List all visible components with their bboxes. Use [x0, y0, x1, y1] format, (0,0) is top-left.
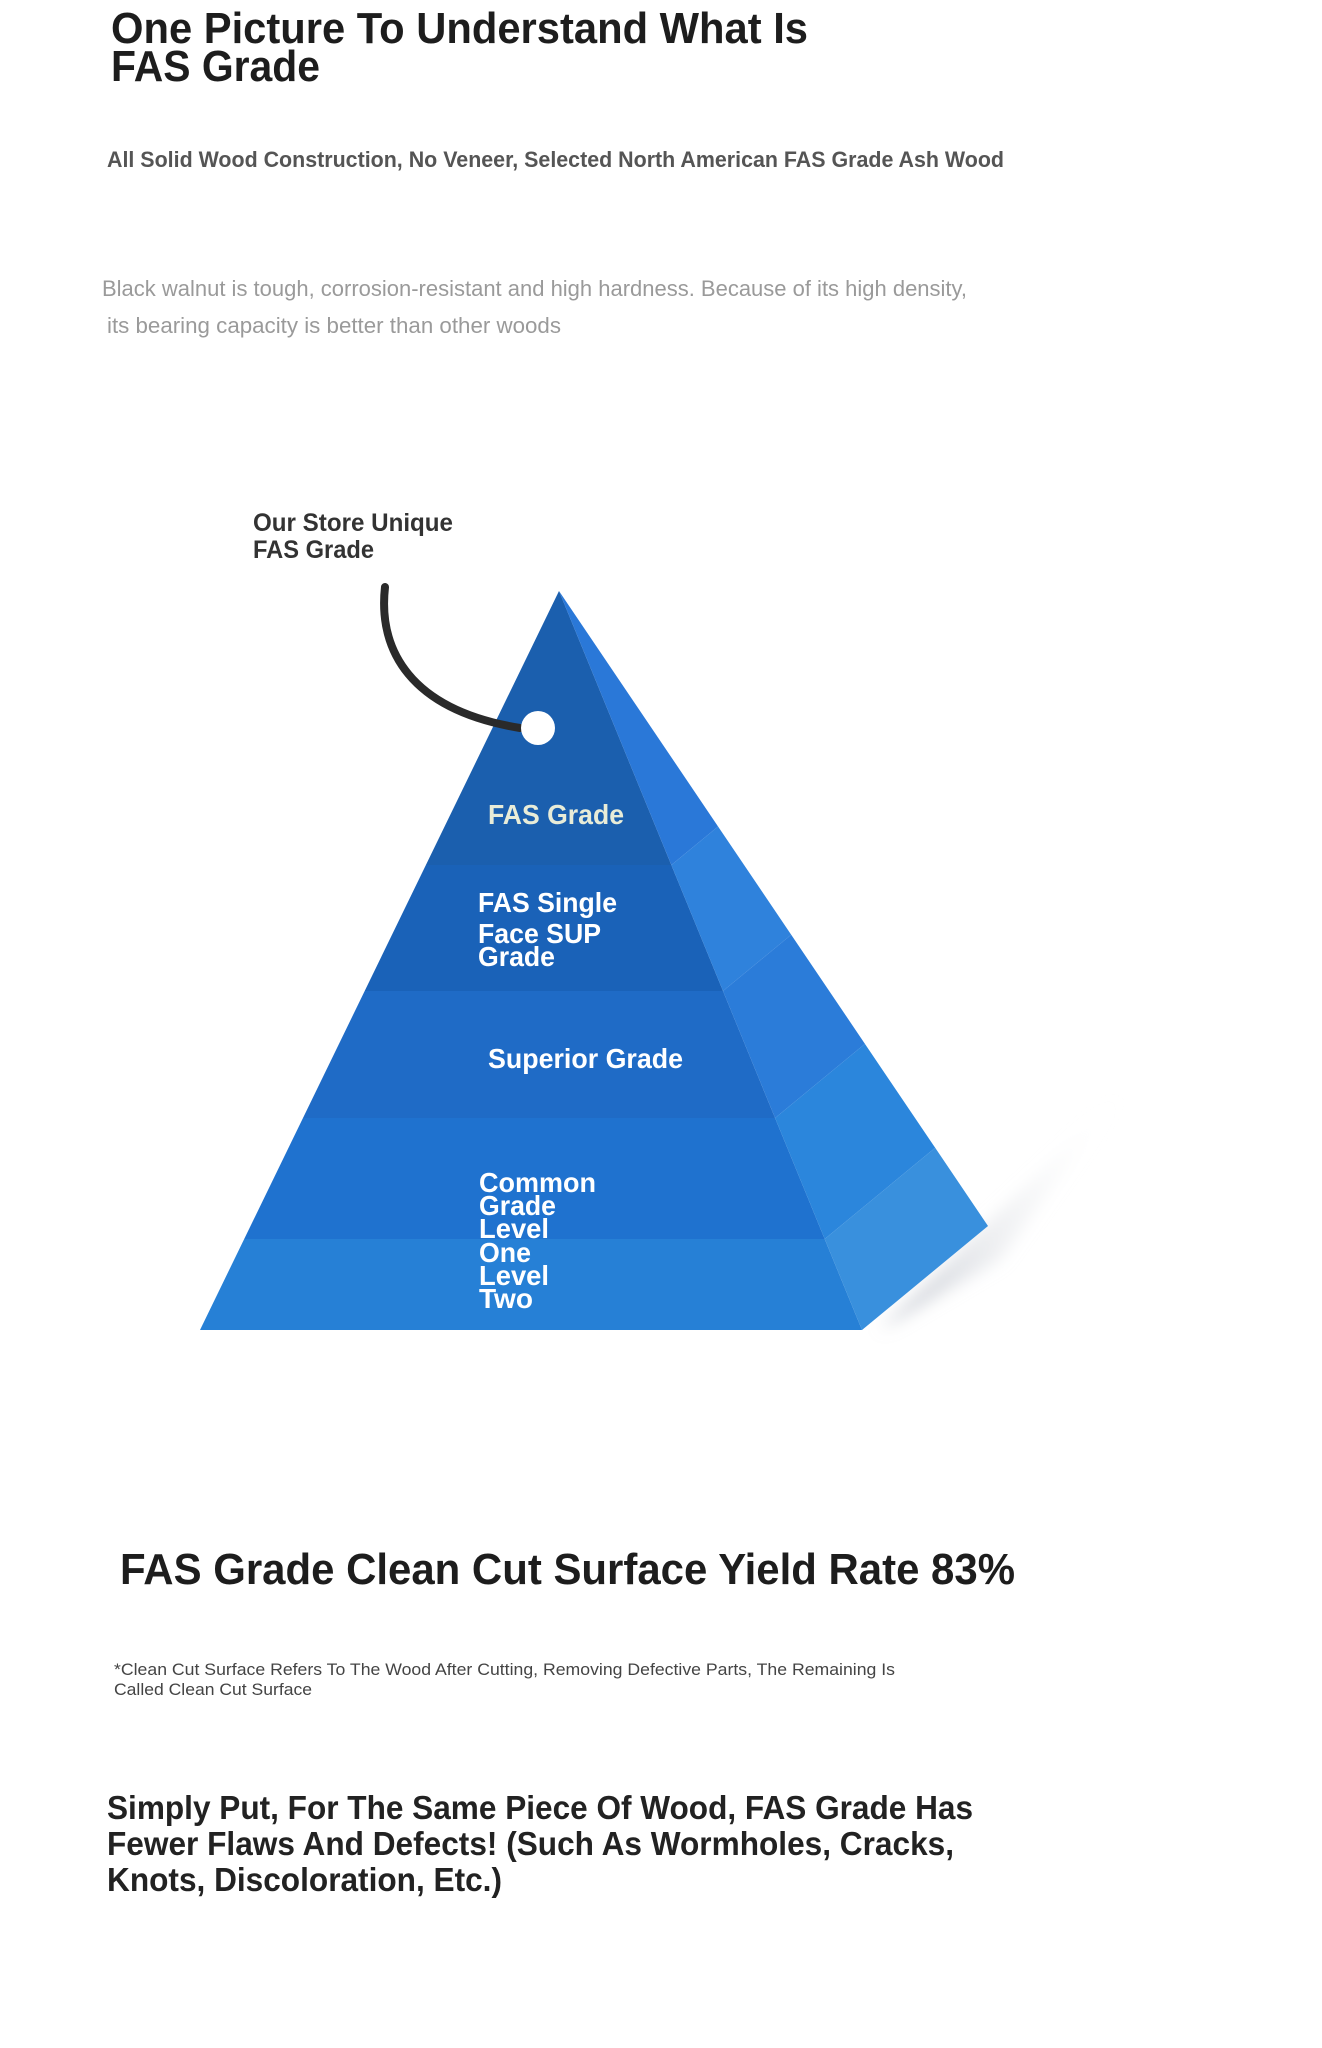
- pyramid-face: [302, 991, 776, 1118]
- pyramid-face: [244, 1118, 825, 1239]
- pyramid-face: [775, 1043, 936, 1239]
- level-label: One: [479, 1237, 531, 1268]
- footnote: *Clean Cut Surface Refers To The Wood Af…: [114, 1660, 895, 1679]
- pyramid-face: [559, 591, 719, 865]
- title: One Picture To Understand What Is: [111, 4, 808, 53]
- shadow: [880, 1090, 1125, 1330]
- hook: [380, 583, 524, 732]
- level-label: Face SUP: [478, 918, 601, 949]
- summary: Fewer Flaws And Defects! (Such As Wormho…: [107, 1825, 954, 1862]
- callout: FAS Grade: [253, 536, 374, 564]
- description: its bearing capacity is better than othe…: [107, 313, 561, 338]
- yield-heading: FAS Grade Clean Cut Surface Yield Rate 8…: [120, 1545, 1015, 1594]
- pyramid-face: [671, 826, 792, 991]
- level-label: Superior Grade: [488, 1043, 683, 1074]
- level-label: Grade: [478, 941, 555, 972]
- level-label: FAS Grade: [488, 799, 624, 830]
- pyramid-face: [200, 1239, 862, 1330]
- pyramid-face: [723, 934, 865, 1118]
- pyramid-face: [824, 1147, 988, 1330]
- callout: Our Store Unique: [253, 509, 453, 537]
- level-label: Level: [479, 1260, 549, 1291]
- level-label: Grade: [479, 1190, 556, 1221]
- summary: Simply Put, For The Same Piece Of Wood, …: [107, 1789, 973, 1826]
- level-label: Common: [479, 1167, 596, 1198]
- summary: Knots, Discoloration, Etc.): [107, 1861, 502, 1898]
- pyramid-face: [364, 865, 724, 991]
- pyramid: [200, 591, 988, 1330]
- description: Black walnut is tough, corrosion-resista…: [102, 276, 967, 301]
- level-label: Level: [479, 1213, 549, 1244]
- title: FAS Grade: [111, 42, 320, 91]
- subtitle: All Solid Wood Construction, No Veneer, …: [107, 147, 1004, 172]
- level-label: Two: [479, 1283, 533, 1314]
- level-label: FAS Single: [478, 887, 617, 918]
- hole: [521, 711, 555, 745]
- footnote: Called Clean Cut Surface: [114, 1680, 312, 1699]
